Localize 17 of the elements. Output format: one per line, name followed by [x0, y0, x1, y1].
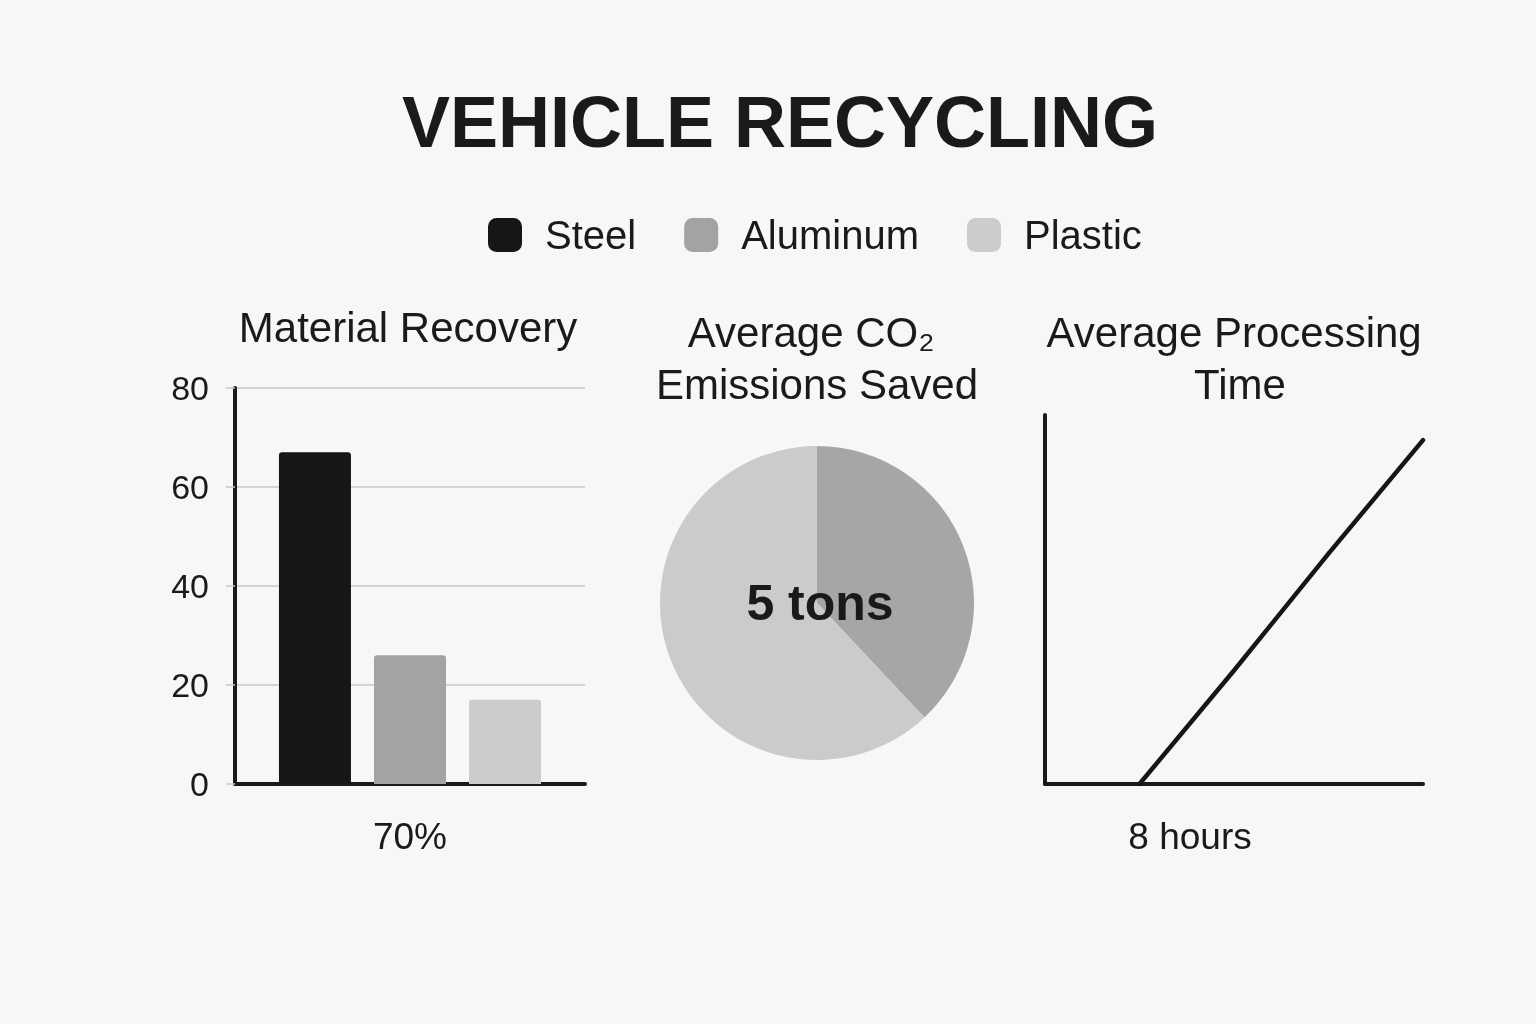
text: 5 tons: [746, 575, 894, 631]
x-axis-title: 8 hours: [1128, 816, 1252, 857]
x-axis-title: 70%: [372, 816, 448, 857]
legend-label: Aluminum: [741, 213, 920, 257]
chart-subtitle: Material Recovery: [238, 303, 578, 351]
y-tick-label: 20: [171, 666, 209, 704]
y-tick-label: 40: [171, 567, 209, 605]
legend-label: Steel: [545, 213, 637, 257]
text: VEHICLE RECYCLING: [401, 82, 1159, 162]
chart-title: Average Processing Time: [1046, 308, 1434, 408]
bar: [469, 699, 542, 784]
y-tick-label: 80: [171, 369, 209, 407]
chart-title: Average CO₂ Emissions Saved: [655, 308, 979, 408]
bar: [374, 655, 446, 784]
legend-label: Plastic: [1024, 213, 1142, 257]
y-tick-label: 0: [190, 765, 209, 803]
y-tick-label: 60: [171, 468, 209, 506]
